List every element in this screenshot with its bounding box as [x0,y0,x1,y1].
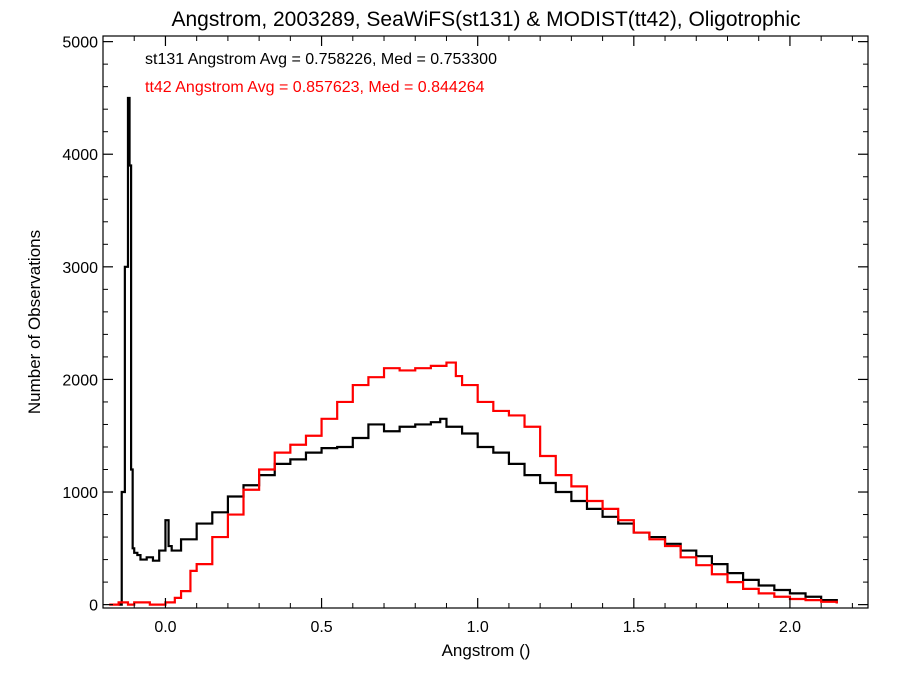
y-tick-label: 2000 [62,372,98,389]
annotation-tt42: tt42 Angstrom Avg = 0.857623, Med = 0.84… [145,79,485,96]
annotation-st131: st131 Angstrom Avg = 0.758226, Med = 0.7… [145,51,497,68]
y-tick-label: 1000 [62,485,98,502]
series-line-0 [118,96,838,606]
y-axis-label: Number of Observations [25,230,44,414]
x-axis-label: Angstrom () [442,641,531,660]
series-line-1 [109,361,838,606]
ticks-layer: 0.0 0.5 1.0 1.5 2.0 0 1000 2000 3000 4000 5000 [62,35,868,636]
y-tick-label: 5000 [62,35,98,52]
y-tick-label: 0 [89,598,98,615]
plot-frame [102,35,869,609]
y-tick-label: 4000 [62,147,98,164]
x-tick-label: 0.0 [154,619,176,636]
x-tick-label: 2.0 [779,619,801,636]
chart-title: Angstrom, 2003289, SeaWiFS(st131) & MODI… [171,8,800,31]
series-layer [109,96,838,606]
x-tick-label: 1.5 [623,619,645,636]
x-tick-label: 0.5 [310,619,332,636]
x-tick-label: 1.0 [467,619,489,636]
y-tick-label: 3000 [62,260,98,277]
